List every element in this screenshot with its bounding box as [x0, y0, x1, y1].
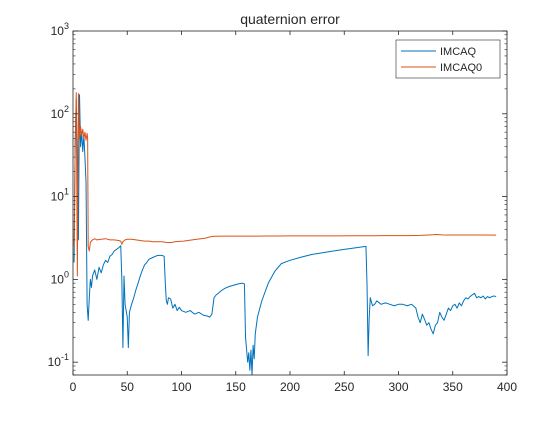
- y-tick-label: 103: [51, 21, 69, 38]
- x-tick-label: 400: [497, 380, 517, 394]
- y-tick-label: 101: [51, 187, 69, 204]
- x-tick-label: 100: [171, 380, 191, 394]
- x-tick-label: 0: [70, 380, 77, 394]
- legend-label-imcaq: IMCAQ: [440, 46, 477, 58]
- chart-title: quaternion error: [240, 11, 340, 27]
- x-tick-label: 350: [443, 380, 463, 394]
- x-tick-label: 300: [388, 380, 408, 394]
- y-tick-label: 10-1: [48, 352, 69, 369]
- y-tick-label: 102: [51, 104, 69, 121]
- legend-label-imcaq0: IMCAQ0: [440, 62, 482, 74]
- plot-area: [73, 31, 507, 375]
- legend: IMCAQ IMCAQ0: [396, 40, 500, 78]
- x-tick-label: 250: [334, 380, 354, 394]
- x-tick-label: 200: [280, 380, 300, 394]
- y-tick-label: 100: [51, 269, 69, 286]
- x-tick-label: 150: [226, 380, 246, 394]
- x-tick-label: 50: [121, 380, 135, 394]
